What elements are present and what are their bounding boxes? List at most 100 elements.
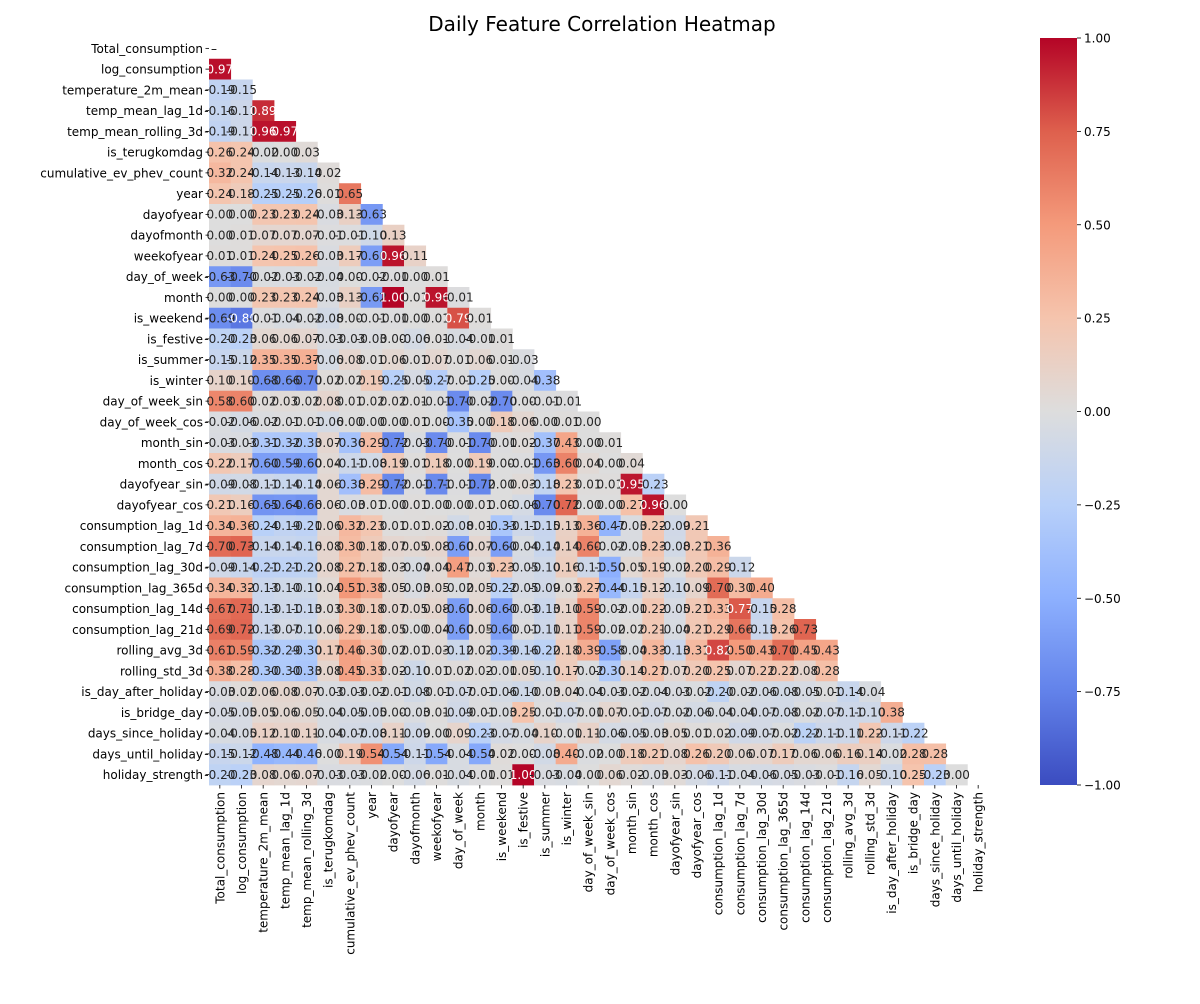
heatmap-cell xyxy=(209,370,232,392)
heatmap-cell-value: 0.01 xyxy=(466,498,493,512)
colorbar-tick-label: −0.25 xyxy=(1084,498,1121,512)
heatmap-cell-value: -0.05 xyxy=(659,602,690,616)
heatmap-cell xyxy=(425,639,448,661)
heatmap-cell-value: 0.95 xyxy=(618,477,645,491)
heatmap-cell xyxy=(360,473,383,495)
heatmap-cells xyxy=(209,58,968,786)
heatmap-cell xyxy=(707,556,730,578)
heatmap-cell xyxy=(685,660,708,682)
heatmap-cell xyxy=(642,598,665,620)
heatmap-cell xyxy=(555,619,578,641)
heatmap-cell xyxy=(360,702,383,724)
heatmap-cell-value: -0.02 xyxy=(681,685,712,699)
heatmap-cell xyxy=(209,702,232,724)
heatmap-cell xyxy=(664,660,687,682)
heatmap-cell xyxy=(274,266,297,288)
heatmap-cell xyxy=(837,681,860,703)
heatmap-cell xyxy=(469,432,492,454)
heatmap-cell-value: 0.01 xyxy=(423,332,450,346)
x-tick-label: is_festive xyxy=(517,792,531,848)
heatmap-cell-value: 0.43 xyxy=(553,436,580,450)
heatmap-cell xyxy=(209,598,232,620)
heatmap-cell xyxy=(642,515,665,537)
heatmap-cell xyxy=(707,577,730,599)
heatmap-cell-value: -0.01 xyxy=(443,477,474,491)
heatmap-cell xyxy=(274,536,297,558)
heatmap-cell xyxy=(555,453,578,475)
heatmap-cell-value: -0.08 xyxy=(356,457,387,471)
heatmap-cell xyxy=(577,577,600,599)
heatmap-cell-value: 0.32 xyxy=(336,519,363,533)
heatmap-cell xyxy=(512,681,535,703)
heatmap-cell xyxy=(252,515,275,537)
heatmap-cell xyxy=(230,349,253,371)
heatmap-cell-value: 0.00 xyxy=(401,270,428,284)
heatmap-cell xyxy=(295,660,318,682)
heatmap-cell-value: -0.15 xyxy=(204,353,235,367)
heatmap-cell-value: -0.03 xyxy=(508,602,539,616)
heatmap-cell-value: 0.21 xyxy=(640,747,667,761)
heatmap-cell-value: -0.19 xyxy=(269,519,300,533)
heatmap-cell xyxy=(209,349,232,371)
heatmap-cell xyxy=(512,639,535,661)
heatmap-cell xyxy=(620,494,643,516)
heatmap-cell xyxy=(425,598,448,620)
heatmap-cell-value: 0.96 xyxy=(423,291,450,305)
heatmap-cell xyxy=(512,515,535,537)
heatmap-cell xyxy=(360,370,383,392)
heatmap-cell-value: -0.70 xyxy=(421,436,452,450)
heatmap-cell xyxy=(425,681,448,703)
heatmap-cell xyxy=(230,494,253,516)
heatmap-cell-value: 0.06 xyxy=(596,768,623,782)
heatmap-cell-value: 0.01 xyxy=(401,394,428,408)
heatmap-cell xyxy=(209,619,232,641)
heatmap-cell xyxy=(404,536,427,558)
heatmap-cell xyxy=(729,639,752,661)
heatmap-cell-value: 0.00 xyxy=(445,457,472,471)
heatmap-cell-value: -0.11 xyxy=(226,104,257,118)
heatmap-cell xyxy=(382,224,405,246)
heatmap-cell-value: 0.00 xyxy=(380,332,407,346)
heatmap-cell-value: 0.06 xyxy=(466,602,493,616)
heatmap-cell xyxy=(230,121,253,143)
heatmap-cell xyxy=(252,743,275,765)
heatmap-cell-value: -0.19 xyxy=(204,125,235,139)
heatmap-cell xyxy=(534,411,557,433)
heatmap-cell-value: -0.02 xyxy=(594,623,625,637)
heatmap-cell-value: 0.97 xyxy=(271,125,298,139)
heatmap-cell-value: -0.03 xyxy=(204,685,235,699)
heatmap-cell xyxy=(404,639,427,661)
heatmap-cell xyxy=(360,515,383,537)
heatmap-cell xyxy=(772,764,795,786)
heatmap-cell-value: -0.23 xyxy=(638,477,669,491)
heatmap-cell xyxy=(772,743,795,765)
heatmap-cell xyxy=(664,536,687,558)
heatmap-cell xyxy=(295,702,318,724)
colorbar: 1.00 0.75 0.50 0.25 0.00 −0.25 −0.50 −0.75 −1.00 xyxy=(1040,32,1121,793)
heatmap-cell xyxy=(447,287,470,309)
heatmap-cell-value: 0.25 xyxy=(705,664,732,678)
heatmap-cell-value: -0.14 xyxy=(291,166,322,180)
heatmap-cell xyxy=(252,536,275,558)
heatmap-cell-value: -0.07 xyxy=(746,706,777,720)
heatmap-cell-value: 0.01 xyxy=(553,415,580,429)
heatmap-cell xyxy=(274,722,297,744)
x-tick-label: consumption_lag_21d xyxy=(820,792,834,923)
heatmap-cell-value: -0.50 xyxy=(594,560,625,574)
heatmap-cell xyxy=(295,494,318,516)
heatmap-cell-value: -0.07 xyxy=(334,726,365,740)
heatmap-cell-value: 0.18 xyxy=(358,623,385,637)
heatmap-cell-value: 0.07 xyxy=(726,664,753,678)
heatmap-cell xyxy=(534,743,557,765)
heatmap-cell-value: 0.01 xyxy=(488,332,515,346)
heatmap-cell-value: 0.02 xyxy=(466,664,493,678)
heatmap-cell-value: -0.33 xyxy=(486,519,517,533)
heatmap-cell-value: -0.10 xyxy=(529,560,560,574)
heatmap-cell xyxy=(295,370,318,392)
heatmap-cell xyxy=(317,743,340,765)
heatmap-cell xyxy=(360,287,383,309)
heatmap-cell-value: 0.23 xyxy=(640,540,667,554)
heatmap-cell xyxy=(642,619,665,641)
heatmap-cell-value: -0.04 xyxy=(703,706,734,720)
heatmap-cell-value: 0.24 xyxy=(293,291,320,305)
